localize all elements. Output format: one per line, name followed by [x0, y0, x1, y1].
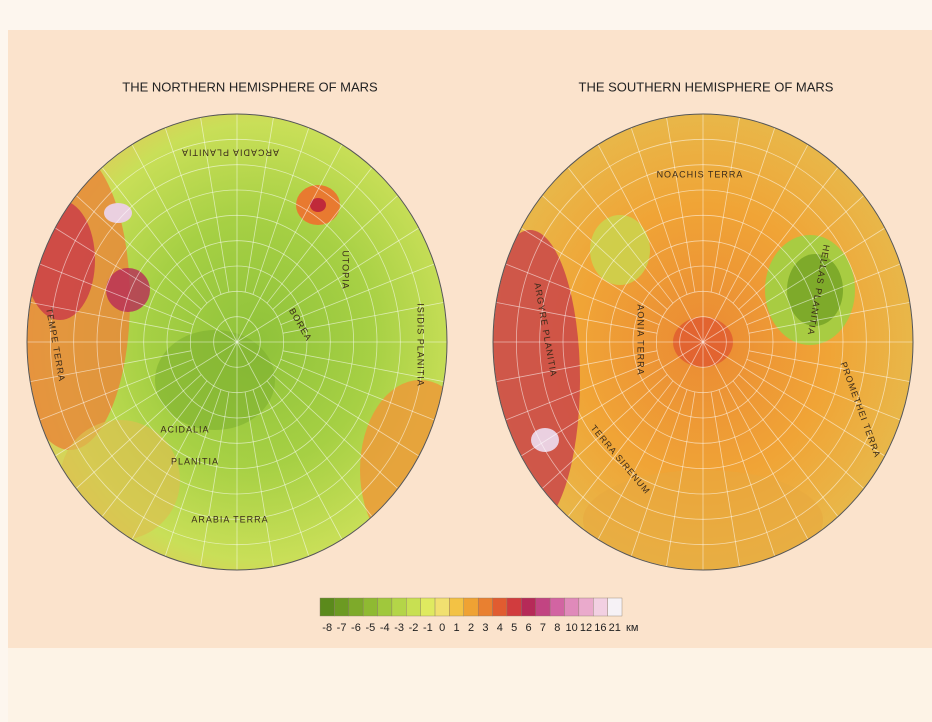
- map-sheet: THE NORTHERN HEMISPHERE OF MARS THE SOUT…: [0, 0, 932, 722]
- legend-swatch: [435, 598, 449, 616]
- place-name: PLANITIA: [171, 456, 219, 466]
- legend-label: -3: [394, 622, 404, 634]
- legend-label: -2: [409, 622, 419, 634]
- legend-label: 10: [566, 622, 578, 634]
- legend-label: 8: [554, 622, 560, 634]
- place-name: NOACHIS TERRA: [657, 169, 744, 179]
- legend-unit: км: [626, 622, 638, 634]
- legend-swatch: [320, 598, 334, 616]
- legend-label: 5: [511, 622, 517, 634]
- title: THE SOUTHERN HEMISPHERE OF MARS: [579, 79, 834, 94]
- legend-label: 0: [439, 622, 445, 634]
- legend-swatch: [349, 598, 363, 616]
- title: THE NORTHERN HEMISPHERE OF MARS: [122, 79, 378, 94]
- legend-swatch: [536, 598, 550, 616]
- legend-swatch: [507, 598, 521, 616]
- place-name: UTOPIA: [341, 250, 351, 289]
- legend-label: 2: [468, 622, 474, 634]
- legend-label: 12: [580, 622, 592, 634]
- legend-label: -4: [380, 622, 390, 634]
- legend-label: 21: [609, 622, 621, 634]
- place-name: ARCADIA PLANITIA: [181, 148, 279, 158]
- legend-label: -1: [423, 622, 433, 634]
- legend-swatch: [421, 598, 435, 616]
- legend-swatch: [392, 598, 406, 616]
- legend-label: 3: [482, 622, 488, 634]
- legend-swatch: [579, 598, 593, 616]
- page: THE NORTHERN HEMISPHERE OF MARS THE SOUT…: [0, 0, 932, 722]
- legend-label: -7: [337, 622, 347, 634]
- legend-swatch: [593, 598, 607, 616]
- place-name: ARABIA TERRA: [191, 514, 268, 524]
- legend-label: -5: [365, 622, 375, 634]
- legend-swatch: [478, 598, 492, 616]
- legend-label: 4: [497, 622, 503, 634]
- legend-swatch: [464, 598, 478, 616]
- legend-swatch: [449, 598, 463, 616]
- legend-swatch: [406, 598, 420, 616]
- place-name: ISIDIS PLANITIA: [416, 303, 426, 387]
- legend-swatch: [334, 598, 348, 616]
- footer: [8, 648, 932, 722]
- legend-label: -8: [322, 622, 332, 634]
- legend-label: -6: [351, 622, 361, 634]
- legend-swatch: [550, 598, 564, 616]
- legend-swatch: [521, 598, 535, 616]
- legend-swatch: [608, 598, 622, 616]
- legend-swatch: [493, 598, 507, 616]
- legend-swatch: [378, 598, 392, 616]
- legend-label: 6: [525, 622, 531, 634]
- place-name: AONIA TERRA: [636, 304, 646, 375]
- place-name: ACIDALIA: [160, 424, 209, 434]
- legend-label: 7: [540, 622, 546, 634]
- legend-swatch: [564, 598, 578, 616]
- legend-label: 16: [594, 622, 606, 634]
- legend-swatch: [363, 598, 377, 616]
- legend-label: 1: [454, 622, 460, 634]
